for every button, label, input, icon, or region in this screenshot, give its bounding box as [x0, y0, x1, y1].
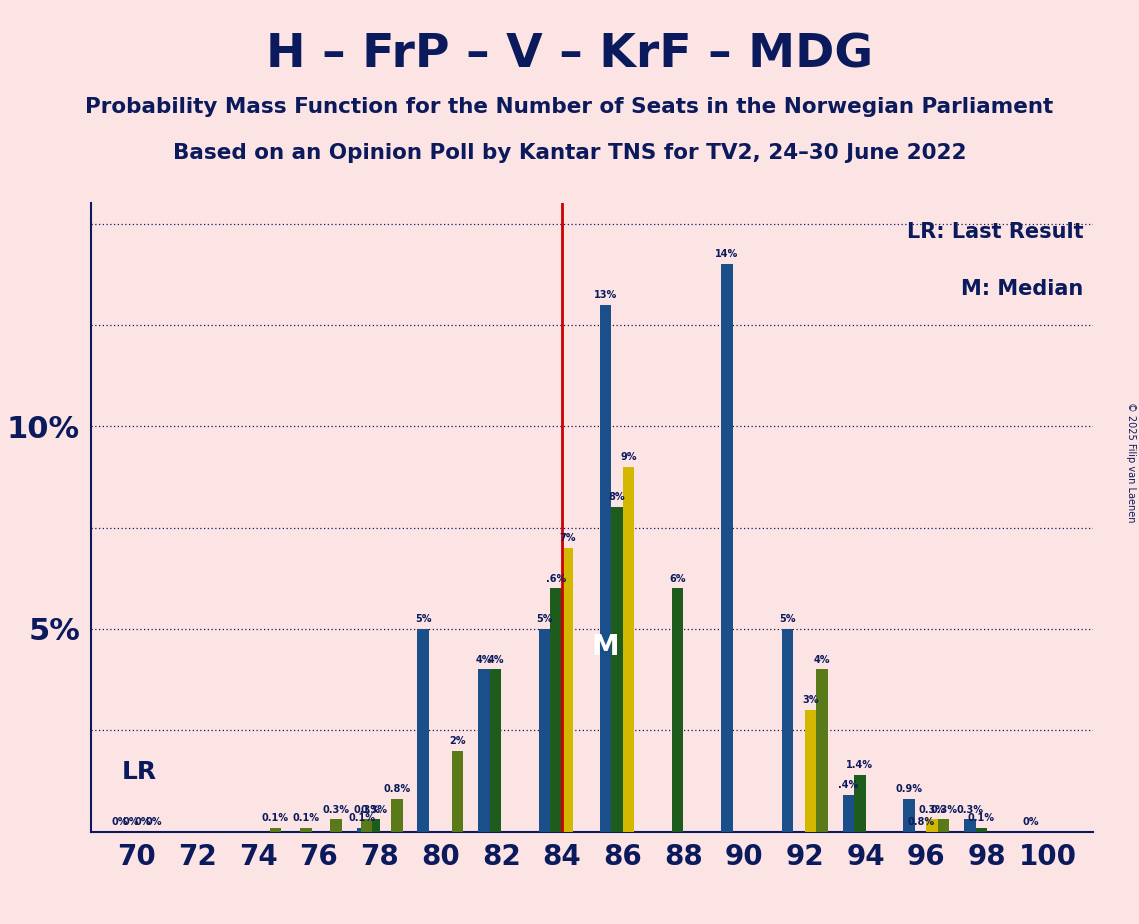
Text: 5%: 5%	[536, 614, 552, 624]
Text: 1.4%: 1.4%	[846, 760, 874, 770]
Bar	[623, 467, 634, 832]
Text: 0%: 0%	[123, 817, 139, 827]
Bar	[672, 589, 683, 832]
Bar	[550, 589, 562, 832]
Text: 0.3%: 0.3%	[919, 805, 945, 815]
Text: 0.3%: 0.3%	[360, 805, 387, 815]
Text: H – FrP – V – KrF – MDG: H – FrP – V – KrF – MDG	[265, 32, 874, 78]
Bar	[926, 820, 937, 832]
Bar	[452, 750, 464, 832]
Text: 5%: 5%	[415, 614, 432, 624]
Text: 0.1%: 0.1%	[262, 813, 289, 822]
Bar	[781, 629, 794, 832]
Text: 0.3%: 0.3%	[957, 805, 983, 815]
Text: 13%: 13%	[593, 290, 617, 299]
Text: 0.9%: 0.9%	[895, 784, 923, 795]
Text: 0.8%: 0.8%	[907, 817, 934, 827]
Bar	[612, 507, 623, 832]
Bar	[357, 828, 368, 832]
Text: 14%: 14%	[715, 249, 738, 260]
Bar	[361, 820, 372, 832]
Bar	[817, 670, 828, 832]
Text: 9%: 9%	[620, 452, 637, 462]
Text: 0.3%: 0.3%	[322, 805, 350, 815]
Bar	[270, 828, 281, 832]
Text: 4%: 4%	[476, 654, 492, 664]
Text: 0.1%: 0.1%	[293, 813, 319, 822]
Bar	[417, 629, 429, 832]
Bar	[330, 820, 342, 832]
Text: 4%: 4%	[814, 654, 830, 664]
Text: © 2025 Filip van Laenen: © 2025 Filip van Laenen	[1126, 402, 1136, 522]
Text: M: Median: M: Median	[961, 279, 1083, 298]
Bar	[562, 548, 573, 832]
Text: Based on an Opinion Poll by Kantar TNS for TV2, 24–30 June 2022: Based on an Opinion Poll by Kantar TNS f…	[173, 143, 966, 164]
Bar	[368, 820, 379, 832]
Bar	[903, 799, 915, 832]
Bar	[599, 305, 612, 832]
Bar	[490, 670, 501, 832]
Text: 0.3%: 0.3%	[931, 805, 957, 815]
Text: 8%: 8%	[608, 492, 625, 503]
Text: 3%: 3%	[802, 695, 819, 705]
Text: 0.1%: 0.1%	[349, 813, 376, 822]
Text: LR: LR	[122, 760, 157, 784]
Text: 0%: 0%	[1023, 817, 1039, 827]
Text: 6%: 6%	[670, 574, 686, 584]
Text: 0.3%: 0.3%	[353, 805, 380, 815]
Text: 0.1%: 0.1%	[968, 813, 994, 822]
Text: M: M	[591, 633, 620, 662]
Text: 4%: 4%	[487, 654, 503, 664]
Bar	[805, 710, 817, 832]
Text: 0%: 0%	[146, 817, 162, 827]
Bar	[964, 820, 976, 832]
Bar	[721, 264, 732, 832]
Bar	[391, 799, 403, 832]
Bar	[843, 796, 854, 832]
Bar	[976, 828, 988, 832]
Text: 0%: 0%	[112, 817, 128, 827]
Text: 2%: 2%	[450, 736, 466, 746]
Bar	[539, 629, 550, 832]
Text: 5%: 5%	[779, 614, 796, 624]
Text: 0%: 0%	[134, 817, 150, 827]
Text: .6%: .6%	[546, 574, 566, 584]
Text: LR: Last Result: LR: Last Result	[907, 222, 1083, 242]
Text: 0.8%: 0.8%	[384, 784, 410, 795]
Text: 7%: 7%	[559, 533, 576, 543]
Bar	[478, 670, 490, 832]
Text: Probability Mass Function for the Number of Seats in the Norwegian Parliament: Probability Mass Function for the Number…	[85, 97, 1054, 117]
Bar	[854, 775, 866, 832]
Text: .4%: .4%	[838, 780, 859, 790]
Bar	[300, 828, 312, 832]
Bar	[937, 820, 950, 832]
